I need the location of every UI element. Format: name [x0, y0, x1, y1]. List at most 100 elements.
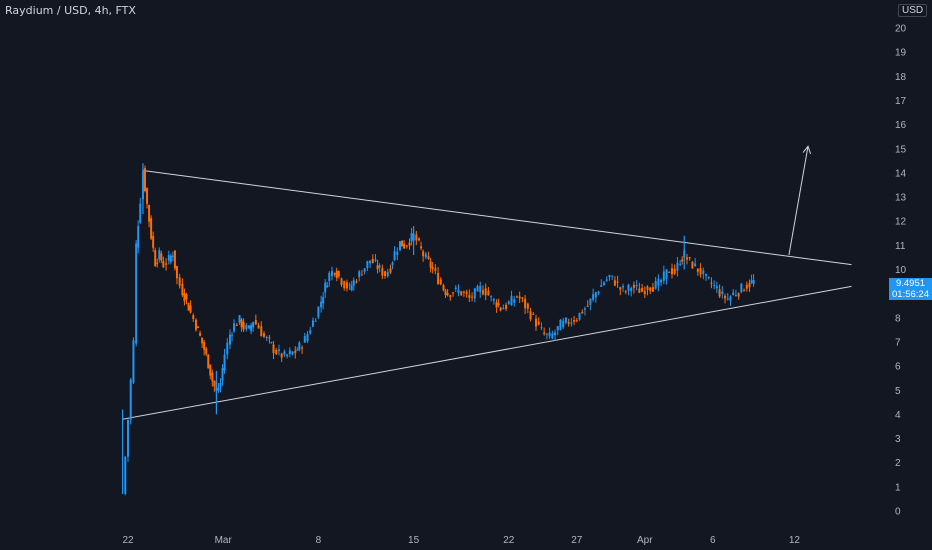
candle-body: [611, 275, 614, 277]
candle-body: [371, 258, 374, 264]
last-price-value: 9.4951: [895, 278, 926, 289]
candle-body: [449, 295, 452, 298]
candle-body: [270, 342, 273, 344]
candle-body: [350, 285, 353, 291]
candle-body: [479, 285, 482, 293]
candle-body: [376, 265, 379, 270]
candle-body: [288, 350, 291, 355]
price-axis[interactable]: 01234567891011121314151617181920: [895, 24, 907, 518]
candles-layer: [121, 163, 755, 496]
candle-body: [465, 291, 468, 294]
candle-body: [192, 315, 195, 320]
candle-body: [743, 290, 746, 292]
currency-label[interactable]: USD: [898, 4, 928, 17]
candle-body: [551, 333, 554, 339]
candle-body: [699, 268, 702, 275]
candle-body: [386, 272, 389, 277]
candle-body: [211, 372, 214, 382]
candle-body: [167, 255, 170, 261]
candle-body: [148, 205, 151, 222]
y-tick-label: 18: [895, 72, 907, 83]
x-tick-label: 27: [571, 535, 583, 546]
candle-body: [355, 281, 358, 283]
candle-body: [135, 243, 138, 344]
candle-body: [424, 253, 427, 258]
candle-body: [187, 303, 190, 311]
candle-body: [559, 319, 562, 331]
candle-body: [454, 287, 457, 290]
lower-trendline: [122, 285, 852, 420]
candle-body: [524, 298, 527, 309]
time-axis[interactable]: 22 Mar 8 15 22 27 Apr 6 12: [122, 535, 800, 546]
bar-countdown: 01:56:24: [892, 289, 929, 300]
x-tick-label: 22: [503, 535, 515, 546]
candle-body: [442, 285, 445, 291]
candle-body: [245, 325, 248, 330]
candle-body: [396, 251, 399, 255]
candle-body: [545, 333, 548, 335]
candle-body: [137, 225, 140, 248]
candle-body: [554, 332, 557, 336]
candle-body: [309, 330, 312, 334]
candle-body: [320, 301, 323, 308]
y-tick-label: 12: [895, 217, 907, 228]
candle-body: [358, 271, 361, 278]
candle-body: [403, 243, 406, 249]
candle-body: [427, 256, 430, 259]
candle-body: [581, 311, 584, 314]
x-tick-label: 15: [408, 535, 420, 546]
candle-body: [343, 281, 346, 289]
candle-body: [238, 315, 241, 323]
candle-body: [185, 294, 188, 300]
candle-body: [326, 285, 329, 288]
candle-body: [384, 271, 387, 277]
candle-body: [169, 255, 172, 263]
x-tick-label: Apr: [637, 535, 653, 546]
candle-body: [632, 284, 635, 288]
y-tick-label: 0: [895, 507, 901, 518]
candle-body: [471, 296, 474, 298]
candle-body: [734, 294, 737, 296]
x-tick-label: 8: [316, 535, 322, 546]
candle-body: [696, 268, 699, 272]
symbol-title[interactable]: Raydium / USD, 4h, FTX: [5, 4, 136, 17]
candle-body: [422, 251, 425, 257]
candle-body: [275, 349, 278, 355]
candle-body: [381, 268, 384, 276]
candle-body: [399, 241, 401, 251]
upper-trendline: [142, 169, 852, 266]
candle-body: [619, 287, 622, 290]
candle-body: [481, 290, 484, 295]
candle-body: [207, 354, 210, 369]
x-tick-label: Mar: [215, 535, 233, 546]
candle-body: [231, 334, 234, 336]
candle-body: [277, 349, 280, 352]
candle-body: [158, 250, 161, 260]
y-tick-label: 14: [895, 168, 907, 179]
candle-body: [298, 342, 301, 350]
candle-body: [715, 286, 718, 289]
candle-body: [521, 297, 524, 299]
candle-body: [263, 333, 265, 337]
candle-body: [219, 383, 222, 387]
candle-body: [573, 320, 576, 322]
candle-body: [460, 291, 463, 296]
candle-body: [335, 270, 338, 278]
candle-body: [213, 380, 216, 387]
x-tick-label: 22: [122, 535, 134, 546]
candle-body: [685, 257, 688, 260]
candle-body: [369, 260, 372, 264]
candle-body: [564, 317, 567, 323]
candle-body: [175, 266, 178, 279]
y-tick-label: 1: [895, 482, 901, 493]
candle-body: [724, 295, 727, 299]
y-tick-label: 8: [895, 313, 901, 324]
candle-body: [226, 342, 229, 355]
y-tick-label: 19: [895, 48, 907, 59]
candle-body: [446, 293, 449, 296]
candle-body: [181, 283, 184, 296]
candle-body: [660, 279, 663, 283]
candle-body: [405, 245, 408, 247]
candle-body: [537, 321, 540, 325]
